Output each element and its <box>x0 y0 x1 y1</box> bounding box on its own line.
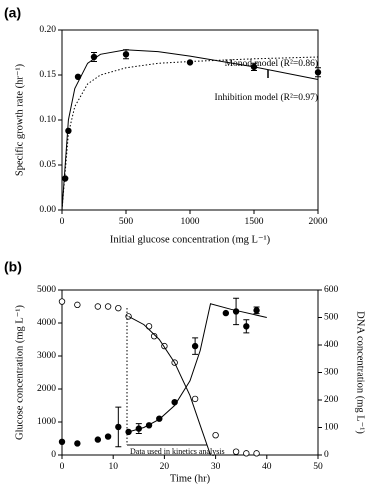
data-point <box>314 69 322 76</box>
data-point <box>94 436 102 443</box>
model-line <box>128 303 267 433</box>
data-point <box>74 301 81 309</box>
x-tick-label: 40 <box>262 462 272 472</box>
plot-frame <box>61 289 319 456</box>
model-line <box>128 315 211 456</box>
y-axis-label: Specific growth rate (hr⁻¹) <box>14 63 25 176</box>
x-tick-label: 1000 <box>181 217 200 227</box>
y2-tick-label: 300 <box>324 368 339 378</box>
data-point <box>58 298 66 305</box>
y-tick-label: 0.10 <box>39 115 56 125</box>
model-line <box>61 49 319 211</box>
x-tick-label: 500 <box>119 217 134 227</box>
data-point <box>232 308 240 315</box>
x-axis-label: Initial glucose concentration (mg L⁻¹) <box>110 234 271 245</box>
data-point <box>61 175 69 182</box>
x-tick-label: 20 <box>160 462 170 472</box>
y-tick-label: 2000 <box>37 384 56 394</box>
annotation: Data used in kinetics analysis <box>130 447 225 456</box>
data-point <box>253 307 260 314</box>
y2-tick-label: 500 <box>324 313 339 323</box>
y-tick-label: 0.20 <box>39 25 56 35</box>
y2-tick-label: 600 <box>324 285 339 295</box>
x-tick-label: 30 <box>211 462 221 472</box>
y2-tick-label: 400 <box>324 340 339 350</box>
data-point <box>74 440 81 447</box>
data-point <box>58 438 66 445</box>
data-point <box>150 333 158 340</box>
y-tick-label: 3000 <box>37 351 56 361</box>
x-tick-label: 1500 <box>245 217 264 227</box>
data-point <box>243 323 250 330</box>
model-label: Monod model (R²=0.86) <box>225 58 318 69</box>
y-tick-label: 1000 <box>37 417 56 427</box>
x-tick-label: 2000 <box>309 217 328 227</box>
y2-axis-label: DNA concentration (mg L⁻¹) <box>355 311 366 434</box>
y2-tick-label: 100 <box>324 423 339 433</box>
data-point <box>222 309 230 317</box>
x-tick-label: 10 <box>108 462 118 472</box>
data-point <box>115 423 122 431</box>
y2-tick-label: 0 <box>324 450 329 460</box>
data-point <box>115 304 122 312</box>
panel-label: (b) <box>4 259 22 275</box>
data-point <box>191 342 199 350</box>
x-tick-label: 0 <box>60 217 65 227</box>
data-point <box>122 51 130 58</box>
data-point <box>104 303 112 310</box>
model-line <box>61 56 319 211</box>
y-axis-label: Glucose concentration (mg L⁻¹) <box>14 305 25 440</box>
y-tick-label: 0.00 <box>39 205 56 215</box>
y-tick-label: 0 <box>51 450 56 460</box>
y2-tick-label: 200 <box>324 395 339 405</box>
model-label: Inhibition model (R²=0.97) <box>215 92 318 103</box>
y-tick-label: 0.05 <box>39 160 56 170</box>
y-tick-label: 0.15 <box>39 70 56 80</box>
x-axis-label: Time (hr) <box>170 473 211 484</box>
data-point <box>243 450 250 457</box>
data-point <box>186 59 194 66</box>
x-tick-label: 0 <box>60 462 65 472</box>
data-point <box>94 303 102 310</box>
data-point <box>104 433 112 440</box>
panel-label: (a) <box>4 5 21 21</box>
data-point <box>191 395 199 403</box>
x-tick-label: 50 <box>313 462 323 472</box>
data-point <box>253 450 260 457</box>
data-point <box>212 432 219 439</box>
y-tick-label: 5000 <box>37 285 56 295</box>
y-tick-label: 4000 <box>37 318 56 328</box>
data-point <box>232 448 240 455</box>
plot-frame <box>61 29 319 211</box>
